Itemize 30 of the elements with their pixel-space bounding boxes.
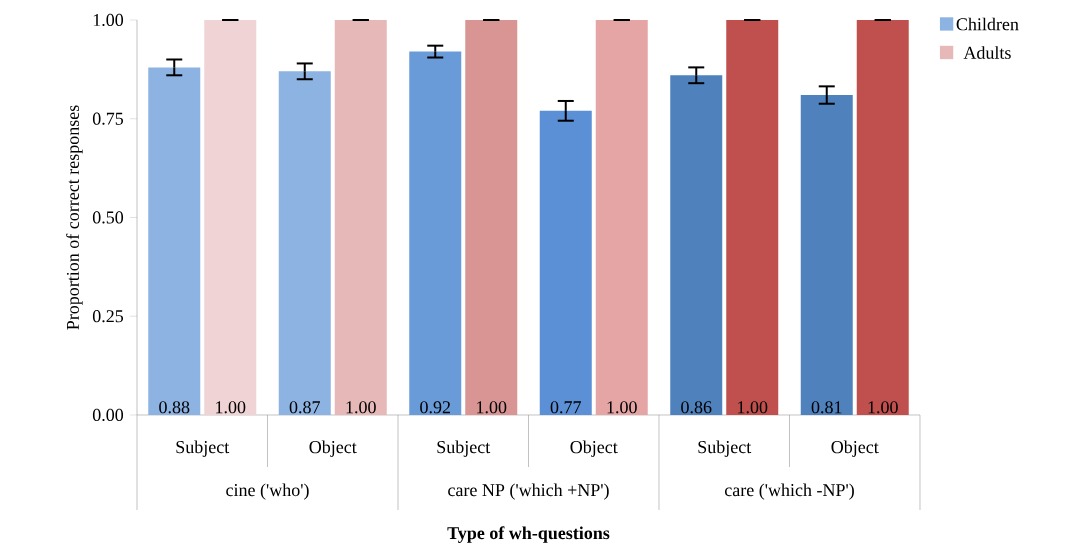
data-label: 0.88 xyxy=(159,401,190,414)
y-tick-label: 0.00 xyxy=(92,408,124,422)
y-tick-label: 1.00 xyxy=(93,13,124,27)
x-tick-label: Subject xyxy=(437,440,491,457)
data-label: 1.00 xyxy=(477,401,507,414)
data-label: 1.00 xyxy=(868,401,898,414)
y-axis-title: Proportion of correct responses xyxy=(66,105,83,330)
x-tick-label: Object xyxy=(831,440,879,457)
data-label: 0.86 xyxy=(681,401,712,414)
legend-label: Adults xyxy=(963,46,1011,59)
y-tick-label: 0.25 xyxy=(92,310,124,323)
x-tick-label: Subject xyxy=(698,440,752,457)
data-label: 0.77 xyxy=(550,401,581,414)
data-label: 0.92 xyxy=(420,401,451,414)
legend-label: Children xyxy=(956,17,1019,31)
data-label: 1.00 xyxy=(738,401,768,414)
x-tick-label: Object xyxy=(570,440,618,457)
y-tick-label: 0.50 xyxy=(92,211,124,224)
x-tick-label: Object xyxy=(309,440,357,457)
data-label: 1.00 xyxy=(346,401,376,414)
text: cine ('who') xyxy=(226,483,309,500)
data-label: 0.81 xyxy=(811,401,842,414)
text: care NP ('which +NP') xyxy=(448,483,609,500)
data-label: 0.87 xyxy=(289,401,320,414)
y-tick-label: 0.75 xyxy=(92,112,124,125)
text: care ('which -NP') xyxy=(724,483,854,500)
x-tick-label: Subject xyxy=(176,440,230,457)
data-label: 1.00 xyxy=(216,401,246,414)
data-label: 1.00 xyxy=(607,401,637,414)
x-axis-title: Type of wh-questions xyxy=(447,526,610,543)
